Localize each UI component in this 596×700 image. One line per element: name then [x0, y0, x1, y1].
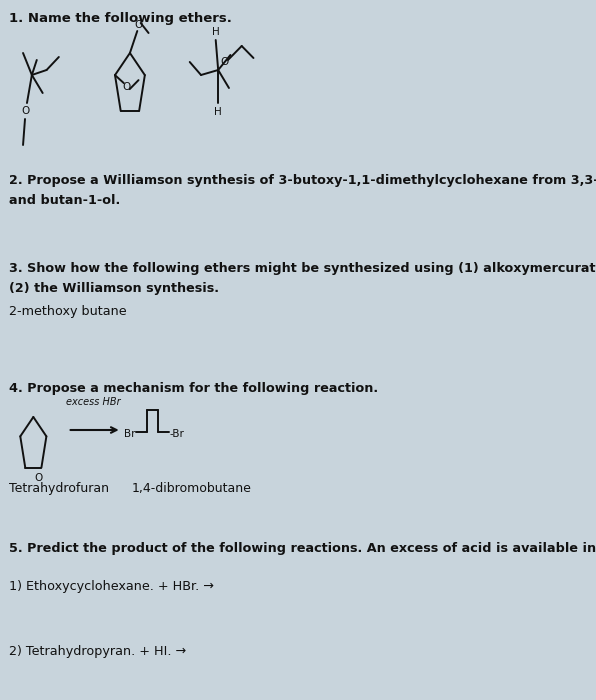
Text: -Br: -Br	[170, 429, 185, 439]
Text: 5. Predict the product of the following reactions. An excess of acid is availabl: 5. Predict the product of the following …	[9, 542, 596, 555]
Text: O: O	[220, 57, 228, 67]
Text: H: H	[212, 27, 219, 37]
Text: O: O	[35, 473, 43, 483]
Text: 2-methoxy butane: 2-methoxy butane	[9, 305, 126, 318]
Text: and butan-1-ol.: and butan-1-ol.	[9, 194, 120, 207]
Text: (2) the Williamson synthesis.: (2) the Williamson synthesis.	[9, 282, 219, 295]
Text: H: H	[215, 107, 222, 117]
Text: Br: Br	[124, 429, 135, 439]
Text: O: O	[21, 106, 29, 116]
Text: 1) Ethoxycyclohexane. + HBr. →: 1) Ethoxycyclohexane. + HBr. →	[9, 580, 214, 593]
Text: 1,4-dibromobutane: 1,4-dibromobutane	[131, 482, 252, 495]
Text: 2) Tetrahydropyran. + HI. →: 2) Tetrahydropyran. + HI. →	[9, 645, 186, 658]
Text: O: O	[135, 20, 143, 30]
Text: O: O	[123, 82, 131, 92]
Text: excess HBr: excess HBr	[66, 397, 120, 407]
Text: 3. Show how the following ethers might be synthesized using (1) alkoxymercuratio: 3. Show how the following ethers might b…	[9, 262, 596, 275]
Text: Tetrahydrofuran: Tetrahydrofuran	[9, 482, 109, 495]
Text: 1. Name the following ethers.: 1. Name the following ethers.	[9, 12, 232, 25]
Text: 4. Propose a mechanism for the following reaction.: 4. Propose a mechanism for the following…	[9, 382, 378, 395]
Text: 2. Propose a Williamson synthesis of 3-butoxy-1,1-dimethylcyclohexane from 3,3-d: 2. Propose a Williamson synthesis of 3-b…	[9, 174, 596, 187]
